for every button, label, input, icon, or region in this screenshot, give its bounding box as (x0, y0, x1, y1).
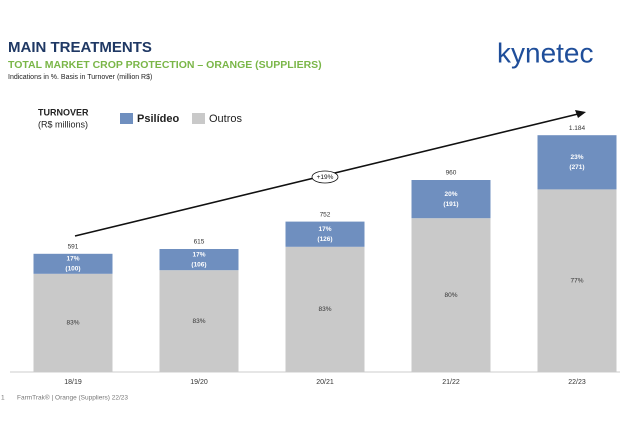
share-label: 80% (444, 292, 457, 299)
subtitle: TOTAL MARKET CROP PROTECTION – ORANGE (S… (8, 59, 322, 71)
legend-swatch (120, 113, 133, 124)
x-tick-label: 21/22 (442, 379, 460, 386)
bar-segment (33, 273, 113, 372)
share-label: 17% (318, 226, 331, 233)
share-label: 20% (444, 191, 457, 198)
bar-segment (411, 180, 491, 219)
annotation-badge (311, 170, 339, 184)
share-label: 83% (66, 320, 79, 327)
arrow-head (575, 110, 586, 118)
bar-segment (537, 189, 617, 372)
legend-swatch (192, 113, 205, 124)
y-label: (R$ millions) (38, 119, 88, 129)
annotation: +19% (317, 174, 334, 181)
share-label: 17% (66, 256, 79, 263)
x-tick-label: 22/23 (568, 379, 586, 386)
bar-segment (159, 270, 239, 372)
share-label: 17% (192, 251, 205, 258)
data-label: (191) (443, 201, 458, 208)
page-number: 1 (1, 395, 5, 402)
x-tick-label: 19/20 (190, 379, 208, 386)
x-tick-label: 18/19 (64, 379, 82, 386)
x-tick-label: 20/21 (316, 379, 334, 386)
data-label: (271) (569, 164, 584, 171)
data-label: (106) (191, 261, 206, 268)
legend-label: Psilídeo (137, 113, 179, 125)
total-label: 960 (446, 170, 457, 177)
share-label: 23% (570, 154, 583, 161)
total-label: 1.184 (569, 125, 586, 132)
share-label: 83% (192, 318, 205, 325)
share-label: 77% (570, 277, 583, 284)
bar-segment (159, 249, 239, 271)
bar-segment (411, 218, 491, 372)
bar-segment (285, 246, 365, 372)
bar-segment (33, 253, 113, 274)
bar-segment (285, 221, 365, 247)
total-label: 752 (320, 211, 331, 218)
legend-label: Outros (209, 113, 243, 125)
share-label: 83% (318, 306, 331, 313)
bar-segment (537, 135, 617, 190)
y-label: TURNOVER (38, 107, 89, 117)
total-label: 591 (68, 244, 79, 251)
data-label: (100) (65, 266, 80, 273)
total-label: 615 (194, 239, 205, 246)
data-label: (126) (317, 236, 332, 243)
footer: FarmTrak® | Orange (Suppliers) 22/23 (17, 394, 128, 402)
note: Indications in %. Basis in Turnover (mil… (8, 74, 152, 81)
logo: kynetec (497, 37, 594, 68)
title: MAIN TREATMENTS (8, 39, 152, 56)
